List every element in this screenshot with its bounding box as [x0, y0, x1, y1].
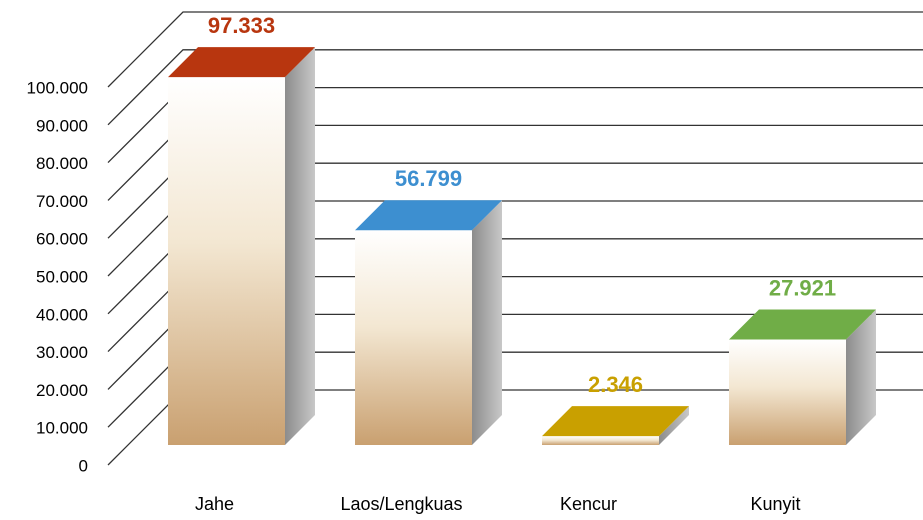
value-label: 97.333 [208, 13, 275, 38]
y-tick-label: 10.000 [36, 419, 88, 438]
value-label: 27.921 [769, 275, 836, 300]
y-tick-label: 50.000 [36, 267, 88, 286]
grid-line [107, 49, 923, 126]
grid-line [107, 11, 923, 88]
y-tick-label: 80.000 [36, 154, 88, 173]
x-tick-label: Kunyit [750, 494, 800, 514]
x-tick-label: Kencur [560, 494, 617, 514]
y-tick-label: 70.000 [36, 192, 88, 211]
bar [355, 200, 502, 445]
y-tick-label: 60.000 [36, 230, 88, 249]
value-label: 2.346 [588, 372, 643, 397]
y-tick-label: 90.000 [36, 116, 88, 135]
bar [542, 406, 689, 445]
x-tick-label: Jahe [195, 494, 234, 514]
y-tick-label: 30.000 [36, 343, 88, 362]
x-tick-label: Laos/Lengkuas [340, 494, 462, 514]
bar [168, 47, 315, 445]
y-tick-label: 100.000 [27, 78, 88, 97]
value-label: 56.799 [395, 166, 462, 191]
bar [729, 309, 876, 445]
y-tick-label: 0 [79, 456, 88, 475]
y-tick-label: 40.000 [36, 305, 88, 324]
y-tick-label: 20.000 [36, 381, 88, 400]
